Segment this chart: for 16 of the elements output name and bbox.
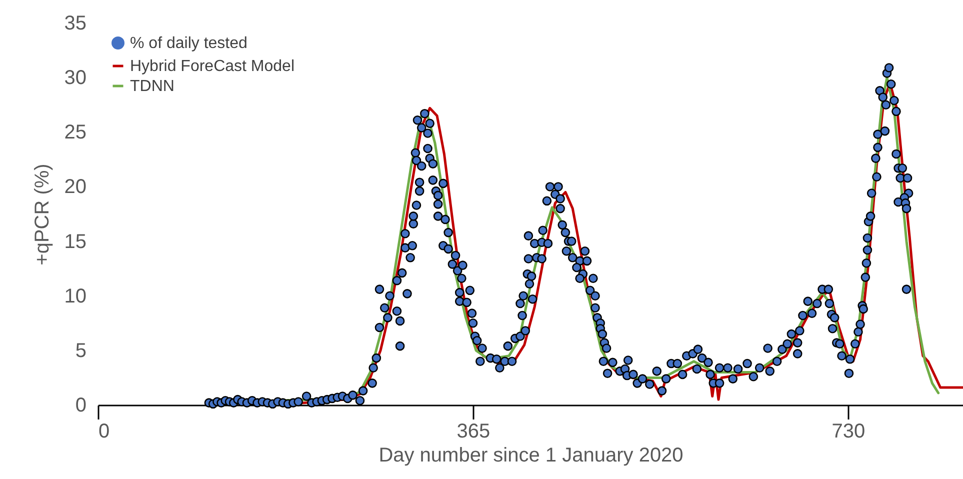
y-tick-label: 20 <box>64 176 86 198</box>
y-tick-label: 35 <box>64 12 86 34</box>
x-axis-title: Day number since 1 January 2020 <box>378 444 684 466</box>
legend-label: TDNN <box>130 78 174 95</box>
x-tick-label: 0 <box>98 420 110 442</box>
x-tick-label: 730 <box>832 420 866 442</box>
legend-label: % of daily tested <box>130 35 248 52</box>
y-tick-label: 15 <box>64 230 86 253</box>
y-tick-label: 10 <box>64 285 86 308</box>
legend-label: Hybrid ForeCast Model <box>130 58 294 75</box>
y-tick-label: 30 <box>64 67 86 90</box>
y-tick-label: 5 <box>75 340 86 362</box>
y-tick-label: 25 <box>64 122 86 144</box>
x-tick-label: 365 <box>456 420 490 442</box>
y-axis-title: +qPCR (%) <box>31 164 54 266</box>
y-tick-label: 0 <box>75 394 86 416</box>
